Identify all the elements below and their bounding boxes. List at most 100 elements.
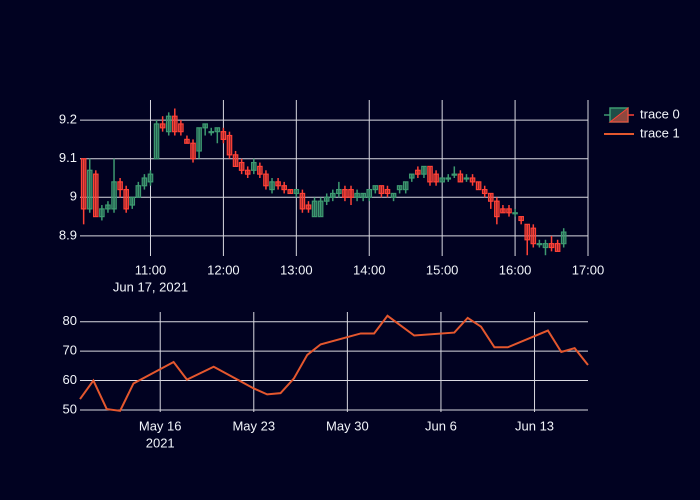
legend: trace 0 trace 1 (604, 106, 680, 140)
candle-body (159, 123, 166, 129)
candle-body (317, 200, 324, 218)
candle-body (475, 181, 482, 191)
line-series (79, 314, 589, 412)
candle-body (105, 204, 111, 210)
candle-body (348, 188, 354, 198)
candle-body (86, 169, 93, 210)
candle-body (190, 142, 196, 160)
candle-body (524, 223, 531, 241)
x-tick-label: Jun 6 (425, 418, 457, 433)
y-tick-label: 70 (63, 343, 77, 358)
legend-label: trace 0 (640, 106, 680, 121)
candle-body (117, 181, 123, 191)
candle-body (457, 173, 464, 183)
candle-body (408, 173, 415, 179)
candle-body (421, 165, 427, 175)
x-tick-label: 16:00 (499, 262, 532, 277)
x-tick-label: 15:00 (426, 262, 459, 277)
candle-body (299, 192, 306, 210)
candle-body (178, 123, 184, 133)
x-tick-label: 12:00 (207, 262, 240, 277)
candle-body (196, 127, 202, 152)
candle-body (220, 131, 227, 140)
x-tick-label: Jun 13 (515, 418, 554, 433)
x-tick-sublabel: 2021 (146, 435, 175, 450)
candle-body (250, 161, 257, 171)
x-tick-label: May 16 (139, 418, 182, 433)
candle-body (366, 188, 373, 198)
candle-body (487, 192, 494, 202)
x-tick-label: 14:00 (353, 262, 386, 277)
candle-body (257, 165, 263, 175)
candle-body (415, 169, 421, 175)
y-tick-label: 9.1 (59, 150, 77, 165)
candle-body (141, 177, 148, 187)
candle-body (433, 173, 439, 183)
candle-body (560, 231, 567, 245)
y-tick-label: 8.9 (59, 227, 77, 242)
x-tick-sublabel: Jun 17, 2021 (113, 279, 188, 294)
legend-label: trace 1 (640, 125, 680, 140)
candle-body (232, 154, 239, 168)
candle-body (305, 204, 312, 210)
candle-body (171, 115, 178, 133)
candle-body (536, 243, 543, 246)
candle-body (281, 185, 287, 191)
candle-body (287, 188, 294, 195)
candle-body (135, 185, 142, 198)
candle-body (494, 200, 500, 218)
candle-body (323, 196, 330, 202)
candle-body (530, 227, 537, 245)
candle-body (481, 188, 488, 195)
candle-body (439, 177, 445, 183)
candle-body (451, 173, 458, 176)
candle-body (80, 158, 87, 210)
candle-body (396, 185, 403, 191)
candle-body (275, 181, 281, 187)
candle-body (554, 243, 561, 252)
candle-body (208, 131, 215, 134)
candle-body (153, 123, 160, 160)
candle-body (360, 192, 366, 198)
x-tick-label: 13:00 (280, 262, 313, 277)
candle-body (226, 134, 233, 156)
candle-body (512, 212, 518, 215)
candle-body (238, 161, 245, 171)
candle-body (354, 192, 360, 198)
candle-body (518, 216, 524, 222)
y-tick-label: 9 (70, 189, 77, 204)
candle-body (342, 188, 348, 198)
x-tick-label: May 30 (326, 418, 369, 433)
y-tick-label: 9.2 (59, 112, 77, 127)
y-tick-label: 80 (63, 313, 77, 328)
candle-body (214, 127, 221, 133)
x-tick-label: May 23 (232, 418, 275, 433)
candle-body (390, 192, 397, 198)
candle-body (336, 188, 342, 195)
candle-body (402, 181, 409, 191)
candle-body (263, 173, 269, 187)
y-tick-label: 50 (63, 401, 77, 416)
candle-body (123, 188, 129, 210)
candle-body (384, 188, 391, 195)
candle-body (244, 169, 251, 175)
candle-body (372, 185, 379, 191)
candle-body (269, 181, 275, 191)
candle-body (202, 123, 208, 129)
candle-body (500, 208, 506, 214)
candle-body (469, 177, 476, 183)
candle-body (184, 138, 190, 144)
candle-body (147, 173, 154, 183)
candle-body (542, 243, 549, 249)
candle-body (311, 200, 318, 218)
candle-body (165, 115, 172, 133)
candle-body (293, 188, 300, 195)
candle-body (548, 243, 555, 249)
candle-body (445, 177, 452, 180)
candle-body (129, 196, 136, 206)
candle-body (378, 185, 385, 195)
candle-body (427, 165, 433, 183)
x-tick-label: 11:00 (135, 262, 167, 277)
candle-body (92, 173, 99, 218)
